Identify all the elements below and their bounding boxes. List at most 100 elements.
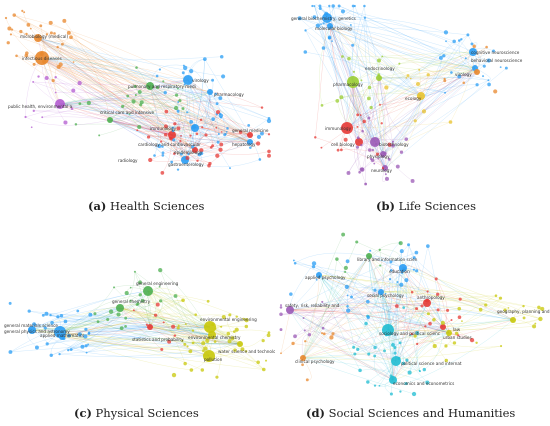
network-edge [341,92,422,98]
network-edge [119,307,204,351]
minor-node [375,152,380,156]
node-label: general materials science [4,323,58,328]
minor-node [137,89,142,94]
major-node [440,324,446,330]
minor-node [208,161,212,166]
minor-node [201,341,206,346]
network-edge [177,102,186,161]
minor-node [176,87,179,90]
minor-node [537,305,541,310]
network-edge [209,91,251,136]
minor-node [303,50,308,54]
network-edge [119,307,233,339]
network-edge [313,263,389,331]
network-edge [368,255,414,270]
network-edge [289,309,361,371]
minor-node [174,93,179,97]
major-node [376,75,382,81]
minor-node [74,123,78,126]
network-edge [402,267,459,336]
minor-node [422,367,426,372]
network-edge [47,307,121,345]
node-label: pharmacology [214,92,244,97]
network-edge [79,102,111,121]
network-edge [149,326,210,357]
network-edge [299,18,478,73]
network-graph-a: microbiology (medical) infectious disease… [4,9,272,175]
network-edge [59,103,173,129]
network-edge [59,103,259,144]
network-edge [59,331,188,348]
network-edge [352,81,386,169]
network-edge [389,278,444,328]
minor-node [24,115,27,119]
minor-node [289,292,293,296]
network-edge [211,329,270,336]
node-label: infectious diseases [22,56,62,61]
network-edge [31,326,174,333]
network-edge [378,51,474,79]
network-edge [41,57,173,136]
minor-node [208,337,211,340]
node-label: pollution [204,357,223,362]
minor-node [37,75,40,78]
minor-node [199,151,204,156]
edge-layer [5,10,270,174]
minor-node [280,304,282,307]
minor-node [173,105,179,111]
network-edge [75,123,196,129]
minor-node [139,100,144,105]
network-edge [352,17,366,83]
network-edge [211,133,251,148]
network-edge [320,8,422,97]
minor-node [410,290,414,294]
network-edge [317,25,376,143]
network-edge [442,308,543,328]
network-graph-b: general biochemistry, genetics molecular … [291,4,523,186]
network-edge [289,303,423,311]
network-edge [133,309,241,345]
network-edge [380,291,481,310]
minor-node [116,312,121,317]
node-label: cardiology and cardiovascular [138,142,201,147]
network-edge [367,301,450,334]
network-edge [25,79,189,118]
network-edge [318,274,367,324]
minor-node [384,292,387,295]
network-edge [50,336,63,356]
network-edge [25,116,111,126]
minor-node [367,116,371,120]
network-edge [37,37,270,119]
network-edge [70,37,173,136]
network-edge [182,334,213,346]
network-edge [364,5,384,155]
minor-node [312,15,317,20]
network-edge [59,330,213,336]
minor-node [179,152,183,156]
network-edge [397,281,450,334]
minor-node [444,91,447,94]
node-label: endocrinology [365,66,395,71]
network-edge [384,80,489,169]
network-edge [41,57,181,142]
network-edge [365,77,380,185]
network-edge [360,115,386,169]
network-edge [315,17,328,138]
network-edge [37,37,212,148]
minor-node [124,316,128,320]
network-edge [358,74,429,143]
network-edge [187,79,217,128]
minor-node [303,329,306,332]
minor-node [389,374,393,378]
network-edge [387,318,541,332]
minor-node [478,307,483,312]
network-edge [302,357,420,372]
minor-node [194,313,198,316]
minor-node [176,168,180,171]
network-edge [33,110,173,136]
minor-node [218,96,223,101]
network-edge [59,86,136,105]
network-edge [184,131,222,161]
minor-node [247,123,251,127]
major-node [316,272,322,278]
